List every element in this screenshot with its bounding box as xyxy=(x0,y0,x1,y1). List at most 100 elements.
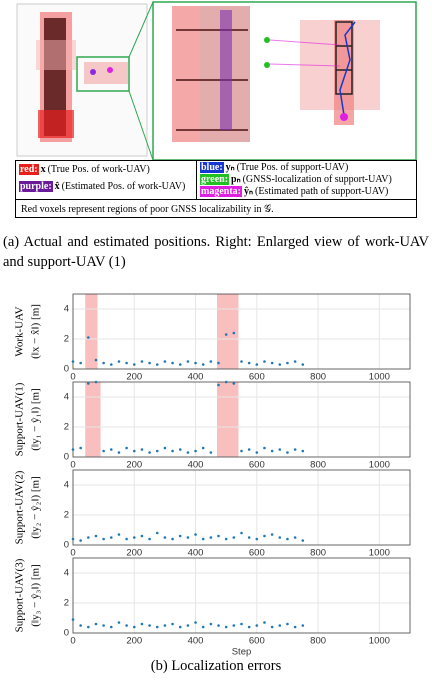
data-point xyxy=(263,534,266,538)
data-point xyxy=(186,624,190,627)
legend-note: Red voxels represent regions of poor GNS… xyxy=(16,199,416,218)
legend-text: (True Pos. of support-UAV) xyxy=(236,162,349,173)
x-axis-label: Step xyxy=(232,647,252,658)
data-point xyxy=(155,625,159,629)
x-tick-label: 400 xyxy=(188,548,204,559)
data-point xyxy=(140,534,144,538)
x-tick-label: 0 xyxy=(70,372,75,383)
legend-text: (GNSS-localization of support-UAV) xyxy=(242,174,392,185)
data-point xyxy=(148,537,151,541)
data-point xyxy=(186,536,190,539)
data-point xyxy=(109,448,113,451)
y-axis-label: Support-UAV(2) xyxy=(14,470,26,544)
x-tick-label: 0 xyxy=(70,548,75,559)
data-point xyxy=(178,534,182,538)
data-point xyxy=(194,533,197,536)
data-point xyxy=(117,360,121,363)
data-point xyxy=(201,625,205,629)
data-point xyxy=(186,451,190,454)
data-point xyxy=(132,536,136,539)
data-point xyxy=(178,363,182,366)
shaded-region xyxy=(85,294,98,369)
data-point xyxy=(87,382,90,385)
data-point xyxy=(247,536,251,539)
data-point xyxy=(79,361,82,365)
data-point xyxy=(209,622,213,626)
shaded-region xyxy=(216,294,239,369)
data-point xyxy=(240,449,243,453)
legend-text: (Estimated Pos. of work-UAV) xyxy=(61,181,186,192)
data-point xyxy=(232,382,236,385)
data-point xyxy=(148,451,151,454)
data-point xyxy=(125,537,128,541)
data-point xyxy=(286,451,289,454)
data-point xyxy=(240,622,243,626)
legend-item: purple: x̂ (Estimated Pos. of work-UAV) xyxy=(16,180,185,193)
data-point xyxy=(109,363,113,366)
data-point xyxy=(117,533,121,536)
y-tick-label: 4 xyxy=(64,568,69,579)
data-point xyxy=(155,363,159,366)
x-tick-label: 800 xyxy=(310,372,326,383)
data-point xyxy=(224,380,228,384)
data-point xyxy=(71,537,75,541)
y-tick-label: 4 xyxy=(64,480,69,491)
y-axis-label: Support-UAV(3) xyxy=(14,558,26,632)
legend-text: (True Pos. of work-UAV) xyxy=(47,164,150,175)
data-point xyxy=(79,539,82,542)
data-point xyxy=(247,625,251,629)
data-point xyxy=(286,622,289,626)
data-point xyxy=(178,625,182,629)
data-point xyxy=(163,360,167,363)
x-tick-label: 800 xyxy=(310,548,326,559)
data-point xyxy=(201,363,205,366)
data-point xyxy=(224,625,228,629)
data-point xyxy=(278,448,282,451)
axes-frame xyxy=(72,381,411,458)
overview-illustration xyxy=(16,1,417,161)
x-tick-label: 200 xyxy=(126,548,142,559)
legend-symbol: pₙ xyxy=(231,174,241,185)
data-point xyxy=(132,363,136,366)
x-tick-label: 600 xyxy=(249,460,265,471)
plot-area xyxy=(73,294,410,369)
axes-frame xyxy=(72,557,411,634)
data-point xyxy=(155,531,159,535)
data-point xyxy=(163,624,167,627)
data-point xyxy=(240,360,243,363)
data-point xyxy=(125,361,128,365)
data-point xyxy=(201,537,205,541)
legend-symbol: x xyxy=(40,164,46,175)
data-point xyxy=(132,449,136,453)
legend-text: (Estimated path of support-UAV) xyxy=(254,186,389,197)
y-axis-label: (‖y₃ − ŷ₃‖) [m] xyxy=(30,564,42,627)
y-tick-label: 0 xyxy=(64,452,69,463)
data-point xyxy=(79,446,82,450)
data-point xyxy=(301,624,305,627)
y-axis-label: Work-UAV xyxy=(14,306,26,356)
data-point xyxy=(293,448,297,451)
data-point xyxy=(255,451,259,454)
plot-area xyxy=(73,558,410,633)
shaded-region xyxy=(216,382,239,457)
data-point xyxy=(286,537,289,541)
data-point xyxy=(263,360,266,363)
data-point xyxy=(140,622,144,626)
data-point xyxy=(94,534,98,538)
data-point xyxy=(240,531,243,535)
x-tick-label: 600 xyxy=(249,548,265,559)
legend-item: red: x (True Pos. of work-UAV) xyxy=(16,163,150,176)
data-point xyxy=(71,360,75,363)
data-point xyxy=(278,624,282,627)
data-point xyxy=(178,448,182,451)
data-point xyxy=(163,446,167,450)
data-point xyxy=(194,621,197,624)
data-point xyxy=(209,451,213,454)
x-tick-label: 800 xyxy=(310,636,326,647)
data-point xyxy=(140,448,144,451)
data-point xyxy=(148,624,151,627)
data-point xyxy=(171,361,174,365)
data-point xyxy=(301,449,305,453)
x-tick-label: 200 xyxy=(126,636,142,647)
data-point xyxy=(232,536,236,539)
